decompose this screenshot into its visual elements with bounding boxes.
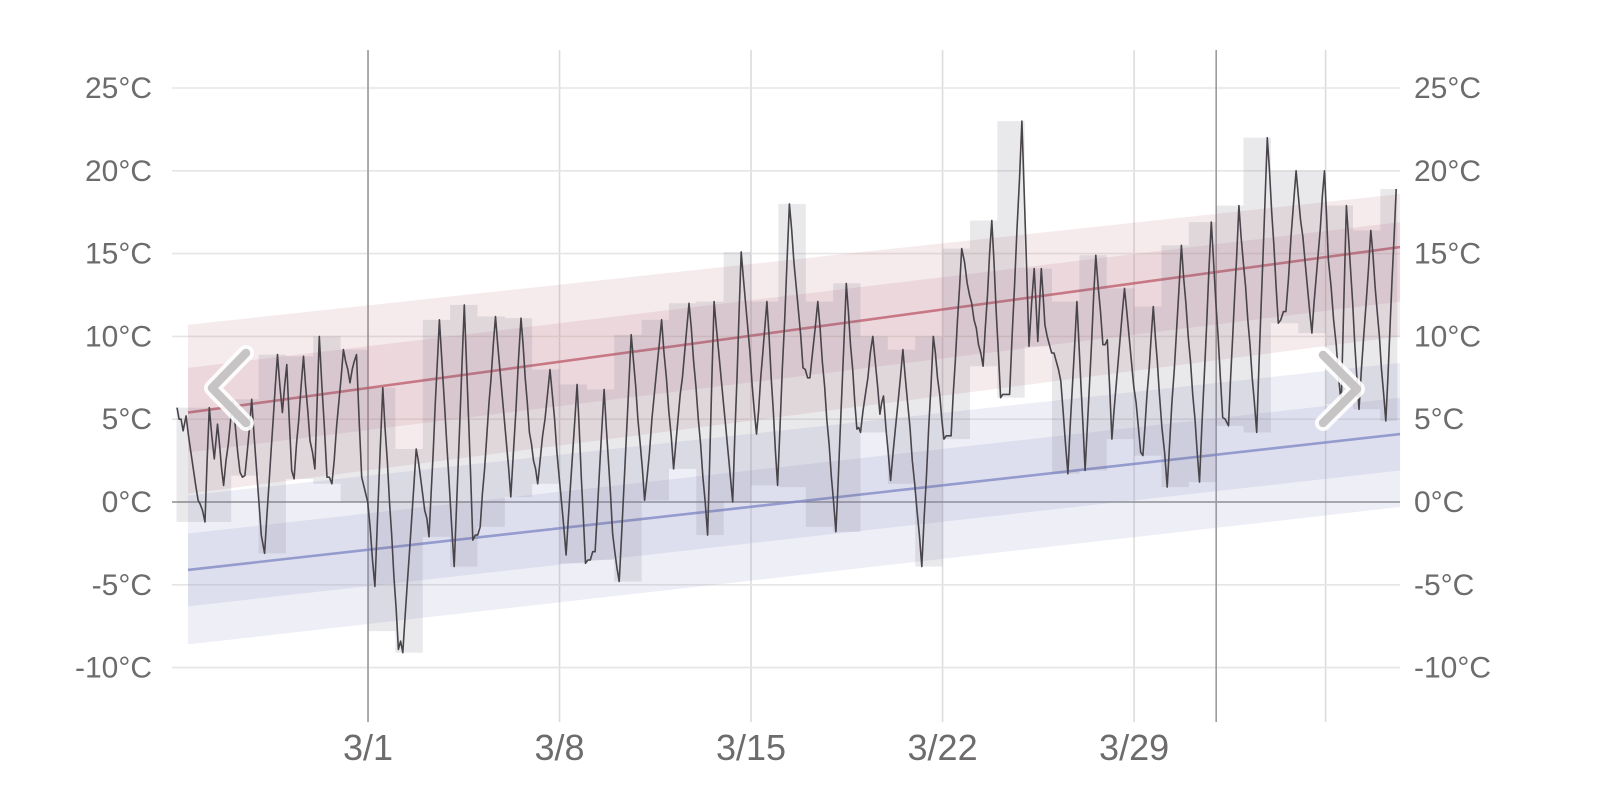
y-axis-label-right: 10°C (1414, 320, 1481, 353)
y-axis-label-left: 10°C (85, 320, 152, 353)
y-axis-labels: 25°C 25°C 20°C 20°C 15°C 15°C 10°C 10°C 5°C 5°C 0°… (75, 72, 1491, 685)
daily-range-bar (1298, 170, 1326, 334)
y-axis-label-right: 20°C (1414, 155, 1481, 188)
temperature-line-series (176, 120, 1397, 654)
x-axis-label: 3/8 (535, 727, 585, 768)
y-axis-label-right: -10°C (1414, 652, 1491, 685)
y-axis-label-right: -5°C (1414, 569, 1474, 602)
daily-range-bar (559, 384, 587, 564)
daily-range-bar (614, 334, 642, 582)
y-axis-label-left: 5°C (102, 403, 152, 436)
x-axis-label: 3/1 (343, 727, 393, 768)
chevron-left-icon (207, 348, 251, 428)
y-axis-label-left: 25°C (85, 72, 152, 105)
nav-prev-button[interactable] (204, 345, 254, 431)
temperature-line (176, 120, 1397, 654)
y-axis-label-right: 0°C (1414, 486, 1464, 519)
x-axis-label: 3/15 (716, 727, 786, 768)
y-axis-label-right: 25°C (1414, 72, 1481, 105)
y-axis-label-left: 0°C (102, 486, 152, 519)
normal-high-band-centerline (187, 245, 1401, 414)
month-boundary-lines (367, 50, 1217, 722)
chevron-right-icon (1318, 350, 1362, 428)
daily-range-bar (258, 354, 286, 554)
daily-range-bar (340, 349, 369, 502)
nav-next-button[interactable] (1315, 347, 1365, 431)
y-gridlines (172, 87, 1400, 669)
y-axis-label-left: 20°C (85, 155, 152, 188)
daily-range-bar (805, 301, 834, 527)
normal-low-band-outer (187, 362, 1401, 645)
daily-range-bar (450, 304, 478, 567)
daily-range-bar (641, 319, 669, 501)
y-axis-label-left: -5°C (92, 569, 152, 602)
y-axis-label-right: 5°C (1414, 403, 1464, 436)
x-axis-labels: 3/1 3/8 3/15 3/22 3/29 (343, 727, 1169, 768)
y-axis-label-left: 15°C (85, 238, 152, 271)
daily-range-bar (1188, 222, 1217, 483)
y-axis-label-right: 15°C (1414, 238, 1481, 271)
y-axis-label-left: -10°C (75, 652, 152, 685)
daily-range-bar (586, 389, 615, 560)
daily-range-bar (696, 301, 724, 536)
x-axis-label: 3/29 (1099, 727, 1169, 768)
daily-range-bar (1243, 137, 1271, 433)
daily-range-bar (668, 303, 697, 469)
x-axis-label: 3/22 (908, 727, 978, 768)
